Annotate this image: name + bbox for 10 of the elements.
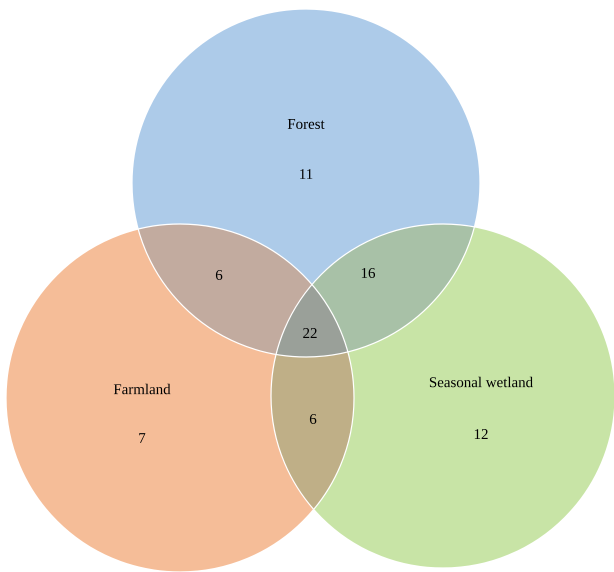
category-label: Seasonal wetland — [430, 376, 533, 388]
data-label: 12 — [474, 429, 488, 439]
text: 6 — [310, 414, 316, 424]
category-label: Forest — [288, 119, 325, 129]
data-label: 11 — [300, 169, 312, 179]
data-label: 7 — [139, 433, 146, 443]
category-label: Farmland — [114, 384, 170, 394]
text: 22 — [303, 328, 317, 338]
text: 6 — [216, 270, 222, 280]
text: 16 — [362, 268, 376, 278]
